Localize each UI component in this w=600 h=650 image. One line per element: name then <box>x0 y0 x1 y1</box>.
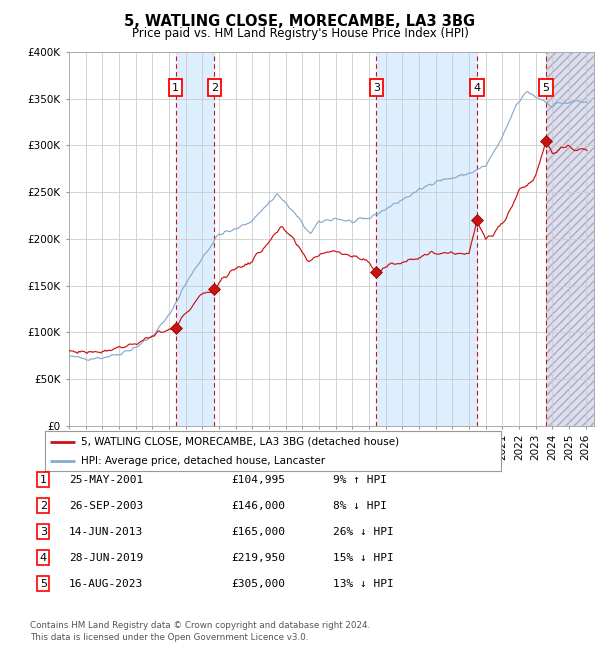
Bar <box>376 52 477 426</box>
Text: HPI: Average price, detached house, Lancaster: HPI: Average price, detached house, Lanc… <box>82 456 326 466</box>
Text: 1: 1 <box>40 474 47 485</box>
Text: 5, WATLING CLOSE, MORECAMBE, LA3 3BG: 5, WATLING CLOSE, MORECAMBE, LA3 3BG <box>124 14 476 29</box>
Text: 3: 3 <box>373 83 380 92</box>
Bar <box>546 52 594 426</box>
Text: 2: 2 <box>40 500 47 511</box>
Text: 15% ↓ HPI: 15% ↓ HPI <box>333 552 394 563</box>
Text: 16-AUG-2023: 16-AUG-2023 <box>69 578 143 589</box>
Text: 3: 3 <box>40 526 47 537</box>
Text: 9% ↑ HPI: 9% ↑ HPI <box>333 474 387 485</box>
Text: 13% ↓ HPI: 13% ↓ HPI <box>333 578 394 589</box>
Text: 26-SEP-2003: 26-SEP-2003 <box>69 500 143 511</box>
Text: Price paid vs. HM Land Registry's House Price Index (HPI): Price paid vs. HM Land Registry's House … <box>131 27 469 40</box>
Text: 2: 2 <box>211 83 218 92</box>
Text: This data is licensed under the Open Government Licence v3.0.: This data is licensed under the Open Gov… <box>30 633 308 642</box>
Text: £104,995: £104,995 <box>231 474 285 485</box>
Text: 1: 1 <box>172 83 179 92</box>
Text: 14-JUN-2013: 14-JUN-2013 <box>69 526 143 537</box>
Text: 8% ↓ HPI: 8% ↓ HPI <box>333 500 387 511</box>
Text: 4: 4 <box>40 552 47 563</box>
Text: 5: 5 <box>40 578 47 589</box>
Text: 26% ↓ HPI: 26% ↓ HPI <box>333 526 394 537</box>
Text: 5, WATLING CLOSE, MORECAMBE, LA3 3BG (detached house): 5, WATLING CLOSE, MORECAMBE, LA3 3BG (de… <box>82 437 400 447</box>
Text: £219,950: £219,950 <box>231 552 285 563</box>
Text: 25-MAY-2001: 25-MAY-2001 <box>69 474 143 485</box>
Text: Contains HM Land Registry data © Crown copyright and database right 2024.: Contains HM Land Registry data © Crown c… <box>30 621 370 630</box>
Text: 28-JUN-2019: 28-JUN-2019 <box>69 552 143 563</box>
Text: £165,000: £165,000 <box>231 526 285 537</box>
Text: £305,000: £305,000 <box>231 578 285 589</box>
Text: 5: 5 <box>542 83 550 92</box>
Bar <box>176 52 214 426</box>
Text: 4: 4 <box>473 83 481 92</box>
Text: £146,000: £146,000 <box>231 500 285 511</box>
